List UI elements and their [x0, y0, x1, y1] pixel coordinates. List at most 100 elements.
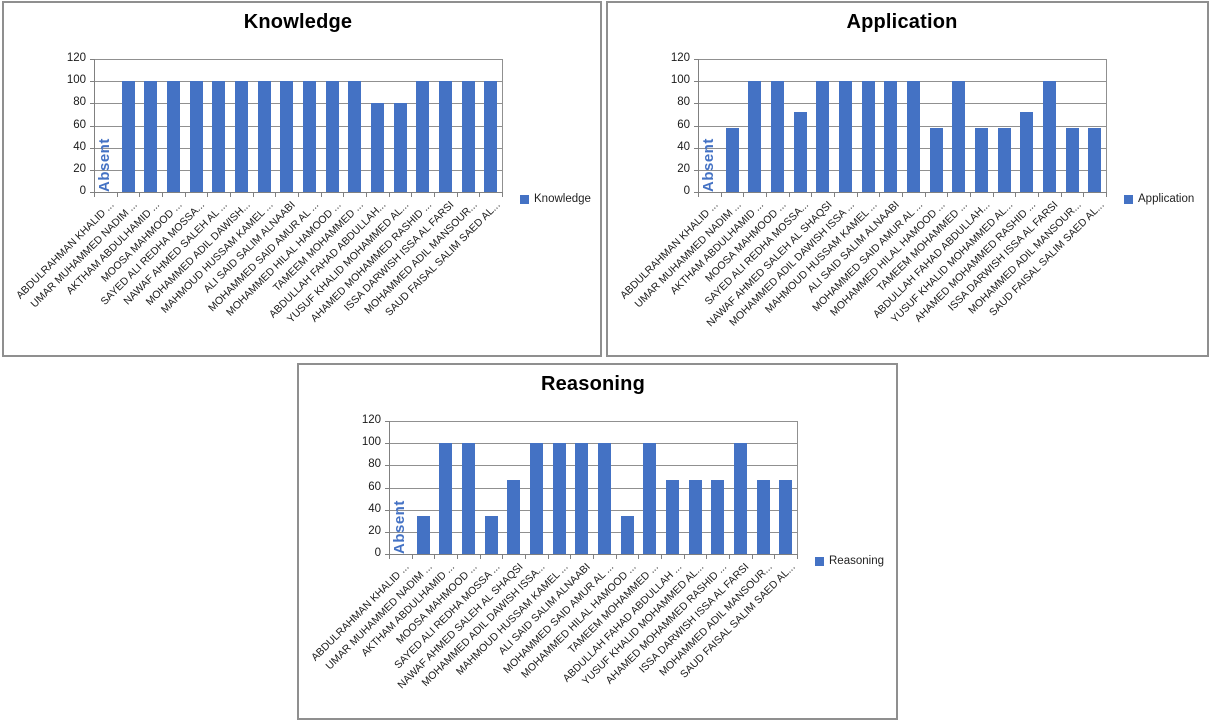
bar-mohammed-hilal-hamood-	[929, 127, 943, 192]
category-tick	[1106, 193, 1107, 197]
plot-right-border	[1106, 59, 1107, 192]
y-gridline	[94, 103, 502, 105]
y-axis-tick	[694, 125, 698, 127]
y-axis-label: 0	[683, 185, 690, 197]
y-axis-line	[389, 421, 390, 555]
category-tick	[184, 193, 186, 197]
y-axis-label: 20	[368, 524, 381, 537]
bar-abdullah-fahad-abdullah-	[974, 127, 988, 192]
y-axis-tick	[385, 421, 389, 422]
bar-umar-muhammed-nadim-	[121, 81, 135, 192]
category-tick	[525, 555, 526, 559]
y-axis-label: 80	[368, 458, 381, 471]
y-axis-tick	[694, 169, 698, 171]
category-tick	[230, 193, 231, 197]
y-axis-label: 100	[361, 436, 381, 449]
plot-right-border	[502, 59, 503, 192]
bar-ali-said-salim-alnaabi	[884, 81, 898, 192]
category-tick	[320, 193, 322, 197]
reasoning-chart-panel: Reasoning Reasoning 0 20 40 60 80 100 120 ABDUL…	[297, 363, 898, 720]
y-axis-label: 0	[374, 547, 381, 559]
y-axis-label: 20	[73, 162, 86, 175]
bar-aktham-abdulhamid-	[439, 443, 453, 554]
bar-mahmoud-hussam-kamel-	[861, 81, 875, 192]
y-axis-tick	[385, 487, 389, 489]
bar-nawaf-ahmed-saleh-al-	[212, 81, 226, 192]
category-tick	[502, 193, 503, 197]
y-axis-line	[94, 59, 95, 193]
category-tick	[751, 555, 753, 559]
application-chart-title: Application	[846, 11, 958, 33]
reasoning-legend: Reasoning	[815, 555, 884, 567]
category-tick	[502, 555, 504, 559]
category-tick	[720, 193, 722, 197]
category-tick	[970, 193, 971, 197]
y-gridline	[698, 125, 1106, 127]
plot-right-border	[797, 421, 798, 554]
category-tick	[94, 193, 95, 197]
y-axis-tick	[90, 147, 94, 149]
y-axis-tick	[694, 192, 698, 193]
x-axis-line	[698, 192, 1107, 193]
y-gridline	[94, 59, 502, 60]
category-tick	[388, 193, 390, 197]
y-axis-tick	[90, 125, 94, 127]
bar-yusuf-khalid-mohammed-al-	[393, 103, 407, 192]
bar-mohammed-adil-mansour-	[461, 81, 475, 192]
absent-annotation: Absent	[700, 138, 718, 192]
legend-swatch-icon	[815, 556, 824, 566]
bar-saud-faisal-salim-saed-al-	[779, 479, 793, 554]
category-tick	[1015, 193, 1017, 197]
y-gridline	[94, 147, 502, 149]
category-tick	[389, 555, 390, 559]
bar-saud-faisal-salim-saed-al-	[484, 81, 498, 192]
application-chart-panel: Application Application 0 20 40 60 80 100 120 A…	[606, 1, 1209, 357]
category-tick	[1038, 193, 1039, 197]
legend-swatch-icon	[1124, 194, 1133, 204]
category-tick	[834, 193, 835, 197]
y-gridline	[94, 125, 502, 127]
y-axis-label: 20	[677, 162, 690, 175]
bar-sayed-ali-redha-mossa-	[484, 516, 498, 554]
legend-label: Application	[1138, 193, 1195, 205]
bar-nawaf-ahmed-saleh-al-shaqsi	[507, 479, 521, 554]
bar-ali-said-salim-alnaabi	[280, 81, 294, 192]
y-axis-tick	[385, 443, 389, 445]
y-gridline	[698, 147, 1106, 149]
bar-aktham-abdulhamid-	[748, 81, 762, 192]
bar-ahamed-mohammed-rashid-	[416, 81, 430, 192]
category-tick	[411, 193, 413, 197]
x-axis-line	[94, 192, 503, 193]
bar-saud-faisal-salim-saed-al-	[1088, 127, 1102, 192]
bar-yusuf-khalid-mohammed-al-	[688, 479, 702, 554]
bar-mahmoud-hussam-kamel-	[257, 81, 271, 192]
category-tick	[729, 555, 730, 559]
application-legend: Application	[1124, 193, 1194, 205]
y-axis-label: 120	[66, 52, 86, 64]
y-axis-tick	[694, 147, 698, 149]
y-gridline	[389, 443, 797, 445]
bar-ahamed-mohammed-rashid-	[711, 479, 725, 554]
y-axis-tick	[385, 465, 389, 467]
y-axis-label: 80	[677, 96, 690, 109]
category-tick	[856, 193, 858, 197]
bar-umar-muhammed-nadim-	[725, 127, 739, 192]
y-axis-tick	[90, 103, 94, 105]
category-tick	[547, 555, 549, 559]
category-tick	[615, 555, 617, 559]
category-tick	[788, 193, 790, 197]
bar-tameem-mohammed-	[643, 443, 657, 554]
category-tick	[275, 193, 277, 197]
y-axis-label: 100	[66, 74, 86, 87]
category-tick	[1060, 193, 1062, 197]
y-axis-tick	[385, 554, 389, 555]
bar-issa-darwish-issa-al-farsi	[438, 81, 452, 192]
y-axis-tick	[385, 509, 389, 511]
category-tick	[947, 193, 949, 197]
absent-annotation: Absent	[391, 500, 409, 554]
y-gridline	[698, 103, 1106, 105]
category-tick	[366, 193, 367, 197]
category-tick	[698, 193, 699, 197]
bar-moosa-mahmood-	[461, 443, 475, 554]
